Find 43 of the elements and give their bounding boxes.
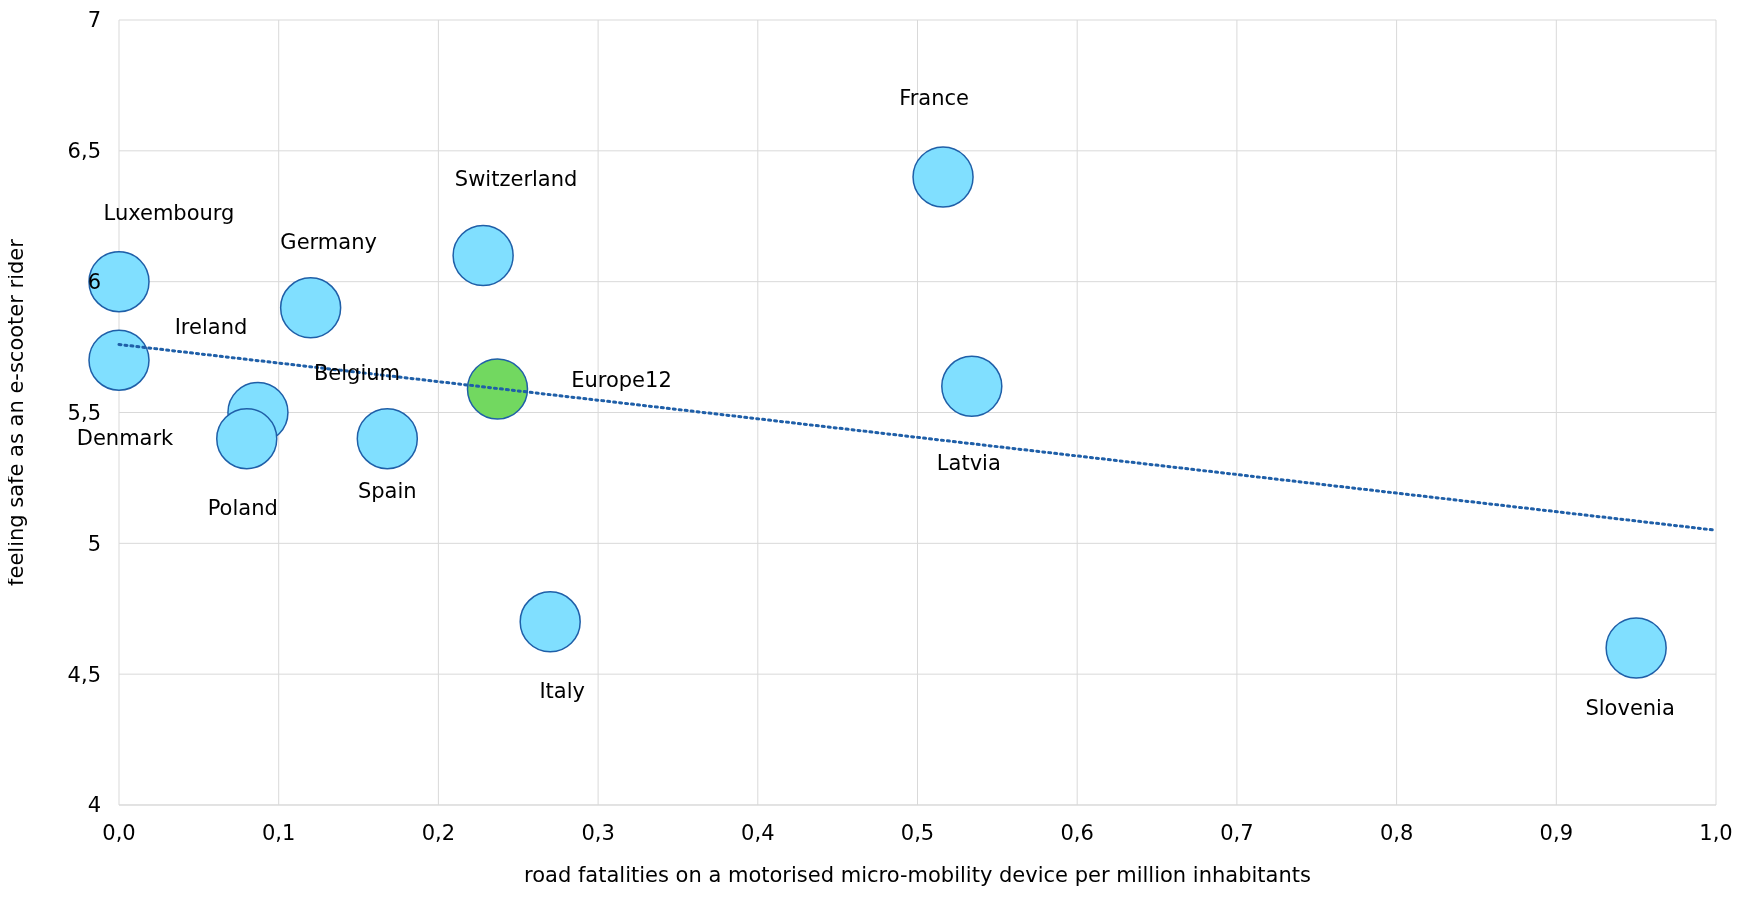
- annotation: Spain: [357, 478, 417, 503]
- point: [452, 224, 514, 287]
- y-tick-label: 4: [87, 793, 101, 818]
- annotation: Italy: [539, 678, 585, 703]
- point: [941, 355, 1003, 418]
- x-tick-label: 0,3: [581, 820, 615, 845]
- annotation: Europe12: [571, 367, 672, 392]
- y-tick-label: 6: [87, 270, 101, 295]
- point: [88, 250, 150, 313]
- annotation: Switzerland: [454, 166, 578, 191]
- y-tick-label: 5: [87, 531, 101, 556]
- x-axis-title: road fatalities on a motorised micro-mobility device per million inhabitants: [524, 863, 1311, 887]
- x-tick-label: 0,6: [1060, 820, 1094, 845]
- annotation: Ireland: [174, 315, 248, 340]
- point: [279, 277, 342, 339]
- y-tick-label: 7: [87, 8, 101, 33]
- x-tick-label: 0,1: [262, 820, 296, 845]
- annotation: Poland: [207, 495, 278, 520]
- x-tick-label: 0,4: [741, 820, 775, 845]
- y-tick-label: 5,5: [67, 400, 101, 425]
- annotation: Denmark: [76, 426, 175, 451]
- y-tick-label: 6,5: [67, 139, 101, 164]
- point: [356, 407, 419, 470]
- x-tick-label: 0,5: [900, 820, 935, 845]
- annotation: France: [899, 86, 969, 110]
- x-tick-label: 0,0: [102, 820, 136, 845]
- point: [1605, 617, 1667, 679]
- point: [88, 329, 150, 391]
- x-tick-label: 0,9: [1539, 820, 1573, 845]
- point: [216, 407, 278, 470]
- annotation: Latvia: [936, 451, 1001, 476]
- annotation: Luxembourg: [103, 200, 235, 225]
- y-axis-title: feeling safe as an e-scooter rider: [4, 238, 29, 586]
- y-tick-label: 4,5: [67, 662, 101, 687]
- point: [912, 146, 974, 208]
- annotation: Germany: [280, 229, 377, 254]
- x-tick-label: 1,0: [1699, 820, 1733, 845]
- point: [466, 358, 529, 420]
- annotation: Slovenia: [1585, 696, 1675, 720]
- x-tick-label: 0,7: [1220, 820, 1254, 845]
- point: [519, 591, 581, 653]
- x-tick-label: 0,8: [1379, 820, 1414, 845]
- x-tick-label: 0,2: [421, 820, 456, 845]
